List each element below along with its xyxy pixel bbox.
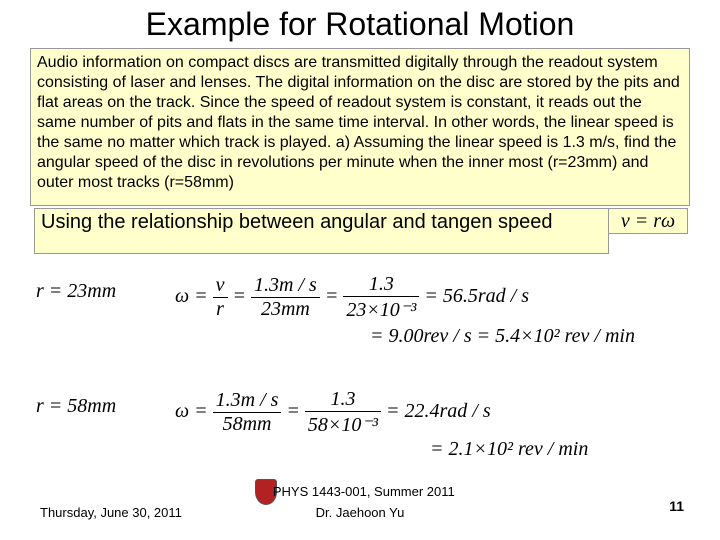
- eq1-equals2: =: [325, 285, 339, 307]
- eq2-equals1: =: [286, 400, 300, 422]
- slide-title: Example for Rotational Motion: [0, 0, 720, 47]
- solution-intro: Using the relationship between angular a…: [34, 208, 609, 254]
- eq1-frac2-num: 1.3m / s: [251, 274, 320, 298]
- eq1-frac-v-r: v r: [213, 274, 228, 321]
- eq1-frac2-den: 23mm: [251, 298, 320, 321]
- eq2-frac2: 1.3 58×10⁻³: [305, 388, 381, 437]
- eq2-result1: = 22.4rad / s: [386, 400, 491, 422]
- problem-statement: Audio information on compact discs are t…: [30, 48, 690, 206]
- footer-course: PHYS 1443-001, Summer 2011 Dr. Jaehoon Y…: [0, 479, 720, 522]
- eq1-frac3-den: 23×10⁻³: [343, 297, 419, 322]
- eq2-frac1-num: 1.3m / s: [213, 389, 282, 413]
- eq2-frac1: 1.3m / s 58mm: [213, 389, 282, 436]
- eq1-frac1-den: r: [213, 298, 228, 321]
- formula-v-equals-r-omega: v = rω: [608, 208, 688, 234]
- footer-course-text: PHYS 1443-001, Summer 2011: [273, 484, 455, 499]
- eq2-frac2-num: 1.3: [305, 388, 381, 412]
- eq1-result1: = 56.5rad / s: [424, 285, 529, 307]
- omega-symbol: ω =: [175, 285, 208, 307]
- footer-instructor: Dr. Jaehoon Yu: [316, 505, 405, 520]
- eq1-equals1: =: [233, 285, 247, 307]
- eq1-frac3: 1.3 23×10⁻³: [343, 273, 419, 322]
- r-23mm-label: r = 23mm: [36, 280, 116, 303]
- eq1-frac1-num: v: [213, 274, 228, 298]
- eq2-result2: = 2.1×10² rev / min: [430, 438, 588, 461]
- omega-symbol-2: ω =: [175, 400, 208, 422]
- eq1-frac2: 1.3m / s 23mm: [251, 274, 320, 321]
- eq2-frac1-den: 58mm: [213, 413, 282, 436]
- eq2-frac2-den: 58×10⁻³: [305, 412, 381, 437]
- page-number: 11: [669, 498, 684, 514]
- eq1-frac3-num: 1.3: [343, 273, 419, 297]
- r-58mm-label: r = 58mm: [36, 395, 116, 418]
- eq2-omega: ω = 1.3m / s 58mm = 1.3 58×10⁻³ = 22.4ra…: [175, 388, 491, 437]
- eq1-result2: = 9.00rev / s = 5.4×10² rev / min: [370, 325, 635, 348]
- eq1-omega: ω = v r = 1.3m / s 23mm = 1.3 23×10⁻³ = …: [175, 273, 529, 322]
